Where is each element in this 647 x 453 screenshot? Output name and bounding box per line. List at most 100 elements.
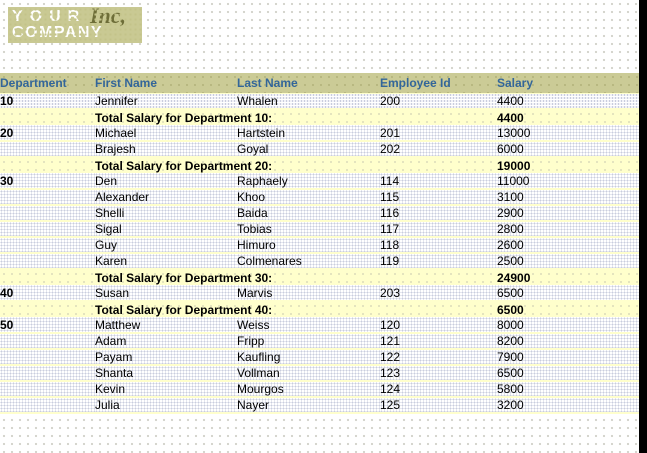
right-edge-strip (639, 0, 647, 453)
first-name-cell: Den (95, 173, 237, 190)
total-salary-cell: 4400 (497, 109, 640, 125)
employee-row: 10 Jennifer Whalen 200 4400 (0, 93, 640, 110)
total-row: Total Salary for Department 40: 6500 (0, 301, 640, 317)
last-name-cell: Colmenares (237, 253, 380, 270)
salary-cell: 8200 (497, 333, 640, 350)
first-name-cell: Michael (95, 125, 237, 142)
column-header-salary: Salary (497, 73, 640, 94)
department-cell (0, 221, 95, 238)
first-name-cell: Adam (95, 333, 237, 350)
salary-cell: 5800 (497, 381, 640, 398)
first-name-cell: Karen (95, 253, 237, 270)
salary-cell: 6500 (497, 365, 640, 382)
salary-cell: 7900 (497, 349, 640, 366)
employee-row: Julia Nayer 125 3200 (0, 397, 640, 414)
department-cell (0, 269, 95, 285)
employee-row: Payam Kaufling 122 7900 (0, 349, 640, 366)
department-cell: 10 (0, 93, 95, 110)
last-name-cell: Fripp (237, 333, 380, 350)
department-cell: 50 (0, 317, 95, 334)
first-name-cell: Matthew (95, 317, 237, 334)
total-salary-cell: 6500 (497, 301, 640, 317)
last-name-cell: Khoo (237, 189, 380, 206)
employee-id-cell: 116 (380, 205, 497, 222)
employee-row: Brajesh Goyal 202 6000 (0, 141, 640, 158)
total-label-cell: Total Salary for Department 40: (95, 301, 497, 317)
salary-cell: 13000 (497, 125, 640, 142)
total-salary-cell: 19000 (497, 157, 640, 173)
last-name-cell: Tobias (237, 221, 380, 238)
first-name-cell: Alexander (95, 189, 237, 206)
first-name-cell: Kevin (95, 381, 237, 398)
salary-cell: 6500 (497, 285, 640, 302)
salary-cell: 2900 (497, 205, 640, 222)
salary-report-table: Department First Name Last Name Employee… (0, 73, 640, 414)
salary-cell: 4400 (497, 93, 640, 110)
employee-id-cell: 124 (380, 381, 497, 398)
employee-id-cell: 117 (380, 221, 497, 238)
first-name-cell: Julia (95, 397, 237, 414)
department-cell (0, 397, 95, 414)
employee-row: Guy Himuro 118 2600 (0, 237, 640, 254)
last-name-cell: Raphaely (237, 173, 380, 190)
department-cell (0, 157, 95, 173)
employee-row: Karen Colmenares 119 2500 (0, 253, 640, 270)
logo-text-line1: YOUR (12, 8, 87, 25)
last-name-cell: Kaufling (237, 349, 380, 366)
last-name-cell: Vollman (237, 365, 380, 382)
logo-text-line2: COMPANY (12, 24, 104, 41)
total-label-cell: Total Salary for Department 20: (95, 157, 497, 173)
logo-inc-suffix: Inc, (90, 3, 127, 28)
first-name-cell: Sigal (95, 221, 237, 238)
salary-cell: 3200 (497, 397, 640, 414)
last-name-cell: Himuro (237, 237, 380, 254)
column-header-last-name: Last Name (237, 73, 380, 94)
employee-row: 20 Michael Hartstein 201 13000 (0, 125, 640, 142)
header-row: Department First Name Last Name Employee… (0, 73, 640, 94)
department-cell (0, 189, 95, 206)
department-cell: 20 (0, 125, 95, 142)
employee-id-cell: 118 (380, 237, 497, 254)
department-cell (0, 141, 95, 158)
employee-id-cell: 123 (380, 365, 497, 382)
last-name-cell: Hartstein (237, 125, 380, 142)
report-body: 10 Jennifer Whalen 200 4400 Total Salary for … (0, 93, 640, 414)
employee-id-cell: 202 (380, 141, 497, 158)
department-cell (0, 253, 95, 270)
column-header-employee-id: Employee Id (380, 73, 497, 94)
employee-row: Sigal Tobias 117 2800 (0, 221, 640, 238)
employee-id-cell: 114 (380, 173, 497, 190)
first-name-cell: Susan (95, 285, 237, 302)
employee-row: Shelli Baida 116 2900 (0, 205, 640, 222)
employee-row: Kevin Mourgos 124 5800 (0, 381, 640, 398)
employee-id-cell: 120 (380, 317, 497, 334)
employee-row: 50 Matthew Weiss 120 8000 (0, 317, 640, 334)
column-header-department: Department (0, 73, 95, 94)
department-cell: 40 (0, 285, 95, 302)
first-name-cell: Payam (95, 349, 237, 366)
last-name-cell: Whalen (237, 93, 380, 110)
department-cell (0, 381, 95, 398)
first-name-cell: Jennifer (95, 93, 237, 110)
salary-cell: 8000 (497, 317, 640, 334)
first-name-cell: Shanta (95, 365, 237, 382)
employee-row: Adam Fripp 121 8200 (0, 333, 640, 350)
last-name-cell: Nayer (237, 397, 380, 414)
first-name-cell: Guy (95, 237, 237, 254)
total-salary-cell: 24900 (497, 269, 640, 285)
employee-id-cell: 115 (380, 189, 497, 206)
employee-id-cell: 201 (380, 125, 497, 142)
column-header-first-name: First Name (95, 73, 237, 94)
employee-row: Alexander Khoo 115 3100 (0, 189, 640, 206)
total-row: Total Salary for Department 20: 19000 (0, 157, 640, 173)
total-label-cell: Total Salary for Department 30: (95, 269, 497, 285)
last-name-cell: Goyal (237, 141, 380, 158)
salary-cell: 2500 (497, 253, 640, 270)
employee-row: Shanta Vollman 123 6500 (0, 365, 640, 382)
employee-row: 40 Susan Marvis 203 6500 (0, 285, 640, 302)
salary-cell: 2600 (497, 237, 640, 254)
department-cell (0, 349, 95, 366)
salary-cell: 2800 (497, 221, 640, 238)
department-cell: 30 (0, 173, 95, 190)
